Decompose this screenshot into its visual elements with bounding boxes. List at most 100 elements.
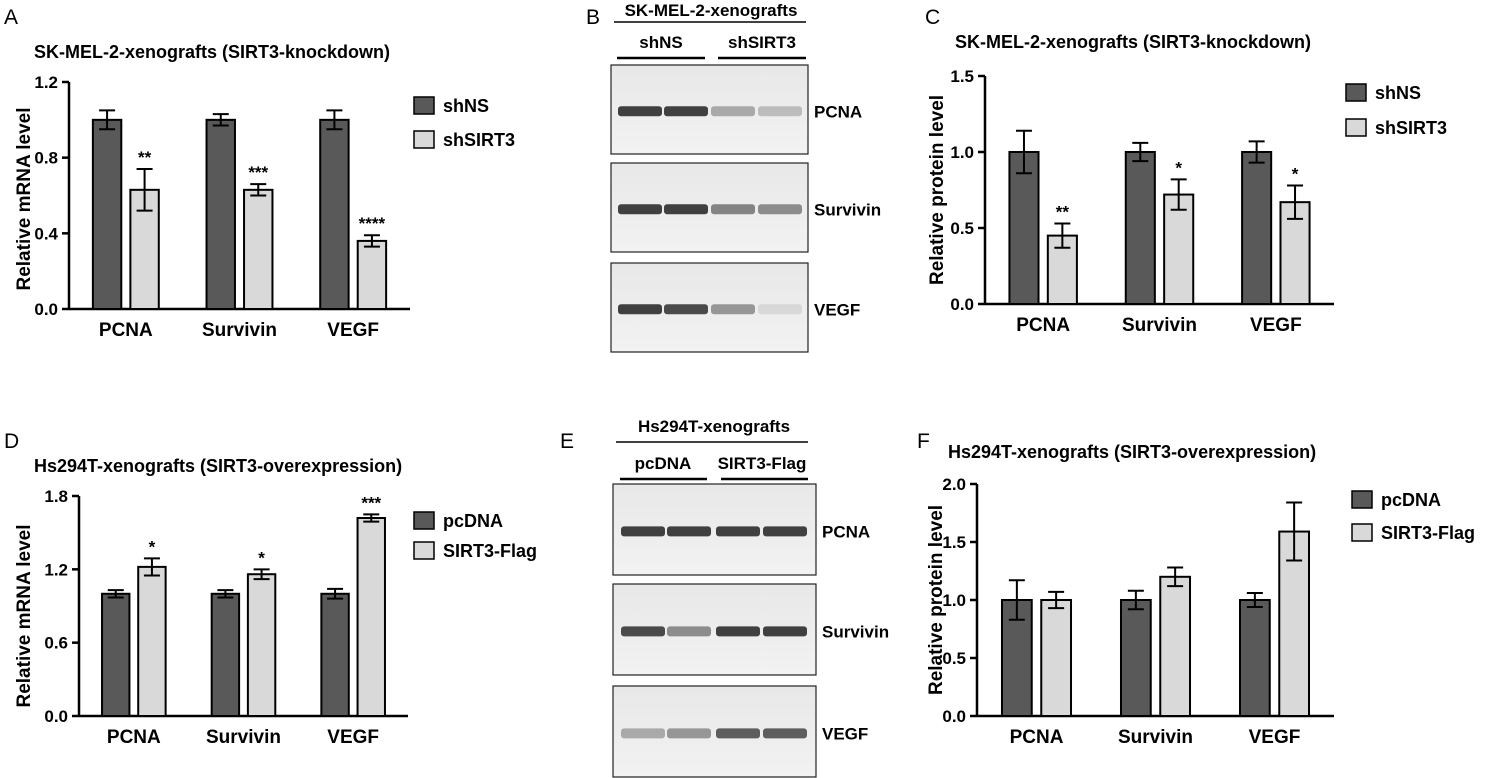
bar-survivin-sirt3-flag xyxy=(1159,575,1192,717)
blot-e-group-2: SIRT3-Flag xyxy=(718,454,807,473)
y-tick-label: 1.0 xyxy=(942,591,966,610)
blot-band xyxy=(758,304,802,315)
legend-swatch-shns xyxy=(413,96,435,115)
bar-pcna-shns xyxy=(1008,151,1040,305)
y-tick-label: 0.0 xyxy=(44,707,68,726)
bar-vegf-sirt3-flag xyxy=(356,517,386,717)
significance-label: * xyxy=(149,537,156,556)
y-tick-label: 1.2 xyxy=(44,560,68,579)
blot-row-label: Survivin xyxy=(822,622,889,641)
panel-letter-d: D xyxy=(4,430,19,453)
bar-survivin-pcdna xyxy=(210,592,241,717)
panel-e-blot: Hs294T-xenografts pcDNA SIRT3-Flag PCNA S… xyxy=(612,417,889,778)
significance-label: **** xyxy=(359,214,386,233)
legend-label: pcDNA xyxy=(1381,490,1441,510)
legend-swatch-shsirt3 xyxy=(1345,118,1367,137)
legend-swatch-pcdna xyxy=(413,511,435,530)
blot-e-title: Hs294T-xenografts xyxy=(638,417,790,436)
blot-e-group-1: pcDNA xyxy=(635,454,692,473)
bar-vegf-shsirt3 xyxy=(356,239,388,310)
significance-label: *** xyxy=(248,163,268,182)
bar-vegf-shns xyxy=(319,118,350,311)
legend-label: shNS xyxy=(1375,83,1421,103)
panel-f-ylabel: Relative protein level xyxy=(926,505,947,695)
panel-c-chart: SK-MEL-2-xenografts (SIRT3-knockdown) Re… xyxy=(927,32,1447,336)
category-label: Survivin xyxy=(1122,315,1197,336)
category-label: VEGF xyxy=(327,320,379,341)
y-tick-label: 0.5 xyxy=(950,219,974,238)
category-label: Survivin xyxy=(202,320,277,341)
category-label: VEGF xyxy=(1250,315,1302,336)
blot-row-label: PCNA xyxy=(822,522,870,541)
bar-pcna-sirt3-flag xyxy=(1040,599,1073,717)
category-label: Survivin xyxy=(1118,727,1193,748)
blot-band xyxy=(763,728,807,739)
blot-band xyxy=(618,106,662,117)
blot-band xyxy=(667,626,711,637)
y-tick-label: 0.5 xyxy=(942,649,966,668)
panel-d-chart: Hs294T-xenografts (SIRT3-overexpression)… xyxy=(14,456,537,748)
panel-f-title: Hs294T-xenografts (SIRT3-overexpression) xyxy=(948,442,1316,462)
bar-pcna-shns xyxy=(91,118,123,311)
legend-label: SIRT3-Flag xyxy=(443,541,537,561)
bar-survivin-shsirt3 xyxy=(243,188,274,310)
blot-row-label: PCNA xyxy=(814,102,862,121)
panel-a-plot: 0.0 0.4 0.8 1.2 ** PCNA *** Survivin **** VEGF shN… xyxy=(34,73,515,341)
blot-band xyxy=(716,626,760,637)
legend-swatch-sirt3-flag xyxy=(413,541,435,560)
blot-e-rows: PCNA Survivin VEGF xyxy=(612,483,889,778)
y-tick-label: 1.2 xyxy=(34,73,58,92)
panel-b-blot: SK-MEL-2-xenografts shNS shSIRT3 PCNA Sur… xyxy=(610,1,881,353)
y-tick-label: 0.6 xyxy=(44,634,68,653)
panel-a-title: SK-MEL-2-xenografts (SIRT3-knockdown) xyxy=(34,42,390,62)
blot-band xyxy=(763,526,807,537)
panel-f-chart: Hs294T-xenografts (SIRT3-overexpression)… xyxy=(926,442,1475,748)
bar-pcna-sirt3-flag xyxy=(137,565,167,718)
blot-band xyxy=(664,304,708,315)
blot-band xyxy=(763,626,807,637)
y-tick-label: 1.5 xyxy=(950,67,974,86)
blot-band xyxy=(711,106,755,117)
bar-vegf-pcdna xyxy=(1238,599,1271,717)
blot-band xyxy=(716,526,760,537)
significance-label: * xyxy=(258,548,265,567)
y-tick-label: 0.4 xyxy=(34,224,58,243)
y-tick-label: 1.8 xyxy=(44,487,68,506)
panel-a-chart: SK-MEL-2-xenografts (SIRT3-knockdown) Re… xyxy=(14,42,515,341)
category-label: VEGF xyxy=(1249,727,1301,748)
bar-pcna-shsirt3 xyxy=(1046,234,1078,306)
bar-survivin-pcdna xyxy=(1119,599,1152,717)
bar-vegf-shns xyxy=(1241,151,1273,305)
blot-row-label: VEGF xyxy=(814,300,860,319)
y-tick-label: 1.5 xyxy=(942,533,966,552)
blot-row-label: VEGF xyxy=(822,724,868,743)
y-tick-label: 0.0 xyxy=(950,295,974,314)
blot-band xyxy=(621,626,665,637)
blot-b-group-1: shNS xyxy=(639,33,682,52)
y-tick-label: 0.0 xyxy=(942,707,966,726)
significance-label: ** xyxy=(1056,202,1070,221)
blot-band xyxy=(667,728,711,739)
blot-band xyxy=(664,106,708,117)
blot-band xyxy=(664,204,708,215)
panel-letter-f: F xyxy=(917,430,930,453)
panel-d-ylabel: Relative mRNA level xyxy=(14,524,35,707)
blot-b-rows: PCNA Survivin VEGF xyxy=(610,64,881,353)
significance-label: *** xyxy=(361,493,381,512)
blot-band xyxy=(758,204,802,215)
blot-band xyxy=(711,204,755,215)
legend-label: shSIRT3 xyxy=(443,130,515,150)
legend-label: shSIRT3 xyxy=(1375,118,1447,138)
category-label: PCNA xyxy=(1016,315,1070,336)
bar-survivin-sirt3-flag xyxy=(246,573,277,717)
significance-label: ** xyxy=(138,148,152,167)
panel-f-plot: 0.0 0.5 1.0 1.5 2.0 PCNA Survivin VEGF pcDNA SIRT… xyxy=(942,475,1475,748)
legend-label: pcDNA xyxy=(443,511,503,531)
panel-letter-c: C xyxy=(925,6,940,29)
blot-row-label: Survivin xyxy=(814,200,881,219)
panel-c-plot: 0.0 0.5 1.0 1.5 ** PCNA * Survivin * VEGF shNS shSI… xyxy=(950,67,1447,336)
blot-b-title: SK-MEL-2-xenografts xyxy=(625,1,798,20)
panel-a-ylabel: Relative mRNA level xyxy=(14,107,35,290)
blot-band xyxy=(621,728,665,739)
